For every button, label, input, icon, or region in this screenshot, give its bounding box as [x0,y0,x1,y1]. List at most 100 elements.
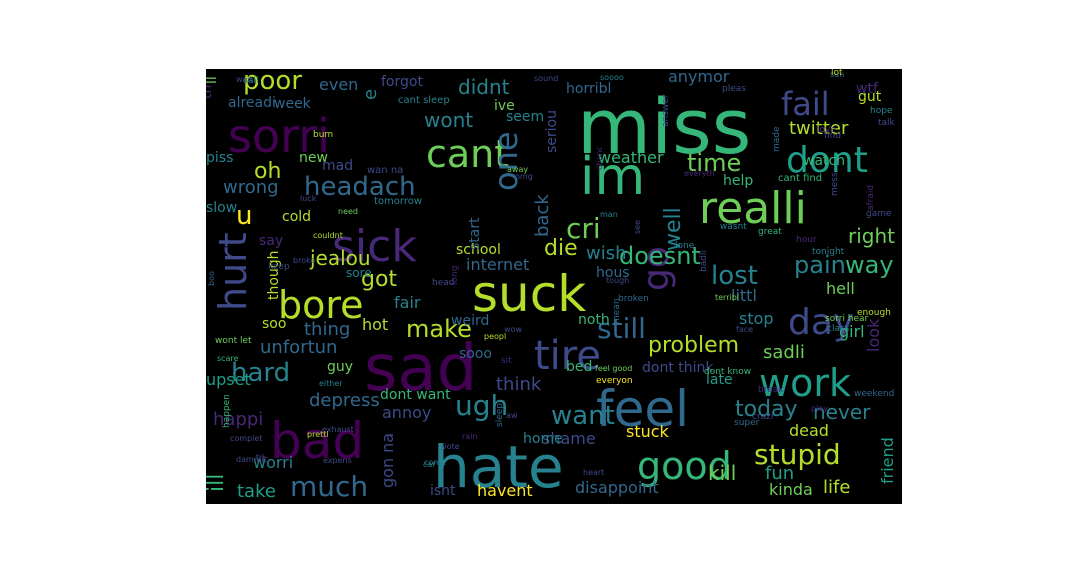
cloud-word: feel [596,380,689,438]
cloud-word: alreadi [228,95,276,111]
cloud-word: upset [206,370,251,389]
cloud-word: girl [839,322,865,341]
word-cloud-panel: miss sad hate im suck sorri bad feel realli sick c… [206,69,902,504]
cloud-word: poor [243,69,302,96]
cloud-word: complet [230,434,262,443]
cloud-word: e [360,89,381,100]
cloud-word: right [848,224,895,248]
cloud-word: soooo [600,73,624,82]
cloud-word: broken [618,294,649,304]
cloud-word: pleas [722,84,746,94]
cloud-word: happen [222,394,232,428]
cloud-word: hate [433,433,564,501]
cloud-word: dead [789,421,829,440]
cloud-word: wont let [215,336,252,346]
cloud-word: heart [583,468,604,477]
cloud-word: anymor [668,69,730,86]
cloud-word: wish [586,243,627,264]
cloud-word: kinda [769,480,813,499]
cloud-word: omg [515,172,533,181]
cloud-word: weather [598,148,664,167]
cloud-word: hard [231,358,290,388]
cloud-word: wan na [367,165,403,176]
cloud-word: dont [786,140,868,181]
cloud-word: exhaust [322,425,354,434]
cloud-word: terribl [715,293,739,302]
cloud-word: happi [213,409,263,430]
cloud-word: dont want [380,387,451,403]
cloud-word: suck [472,265,586,323]
cloud-word: scare [217,354,239,363]
cloud-word: face [736,325,753,334]
cloud-word: wtf [856,81,879,97]
cloud-word: long [450,266,460,285]
cloud-word: luck [300,194,317,203]
cloud-word: disappoint [575,478,659,497]
cloud-word: mean [612,298,622,324]
cloud-word: away [507,165,528,174]
cloud-word: ive [494,98,515,114]
cloud-word: sooo [459,346,492,362]
cloud-word: ill [206,474,229,492]
cloud-word: play [811,404,828,413]
cloud-word: tomorrow [374,196,422,207]
cloud-word: doesnt [619,242,701,270]
cloud-word: oh [254,159,281,184]
cloud-word: love [817,125,836,135]
cloud-word: piss [206,150,233,166]
cloud-word: feel good [595,364,632,373]
cloud-word: never [813,400,871,424]
cloud-word: much [290,470,368,503]
cloud-word: th [206,85,215,99]
cloud-word: noth [578,312,610,328]
cloud-word: soo [262,316,286,332]
cloud-word: havent [477,481,533,500]
cloud-word: peopl [484,332,506,341]
cloud-word: even [319,75,358,94]
cloud-word: good [637,444,732,488]
cloud-word: hope [870,106,893,116]
cloud-word: littl [731,286,757,305]
cloud-word: bore [278,283,364,327]
cloud-word: wont [424,108,473,132]
cloud-word: friend [878,437,897,484]
cloud-word: though [266,250,282,300]
cloud-word: super [734,418,760,428]
cloud-word: tonight [812,247,845,257]
cloud-word: annoy [382,403,431,422]
cloud-word: go [636,246,677,291]
cloud-word: game [866,209,892,219]
word-cloud-svg: misssadhateimsucksorribadfeelreallisickc… [206,69,897,503]
cloud-word: man [600,210,618,219]
cloud-word: wrong [223,177,279,198]
cloud-word: im [580,147,645,207]
cloud-word: ll [206,76,220,84]
cloud-word: sorri [228,109,330,163]
cloud-word: mess [830,172,840,196]
cloud-word: made [772,126,782,152]
cloud-word: seriou [544,110,560,153]
cloud-word: make [406,315,472,343]
cloud-word: still [597,312,646,345]
cloud-word: boo [207,271,216,286]
cloud-word: find [824,131,841,141]
cloud-word: wasnt [720,222,747,232]
cloud-word: weekend [854,389,894,399]
cloud-word: car [423,460,436,469]
cloud-word: sound [534,74,558,83]
cloud-word: everyth [684,169,715,178]
cloud-word: see [633,220,642,234]
cloud-word: need [338,207,358,216]
cloud-word: fun [765,463,794,484]
cloud-word: sorri hear [825,314,869,324]
cloud-word: horribl [566,81,611,97]
cloud-word: kill [708,461,736,485]
cloud-word: talk [878,118,896,128]
cloud-word: tire [534,333,601,379]
cloud-word: watch [803,153,845,169]
cloud-word: answer [661,94,671,127]
cloud-word: chanc [595,146,604,170]
cloud-word: gut [858,89,882,105]
cloud-word: broke [293,256,315,265]
cloud-word: hous [596,265,630,281]
